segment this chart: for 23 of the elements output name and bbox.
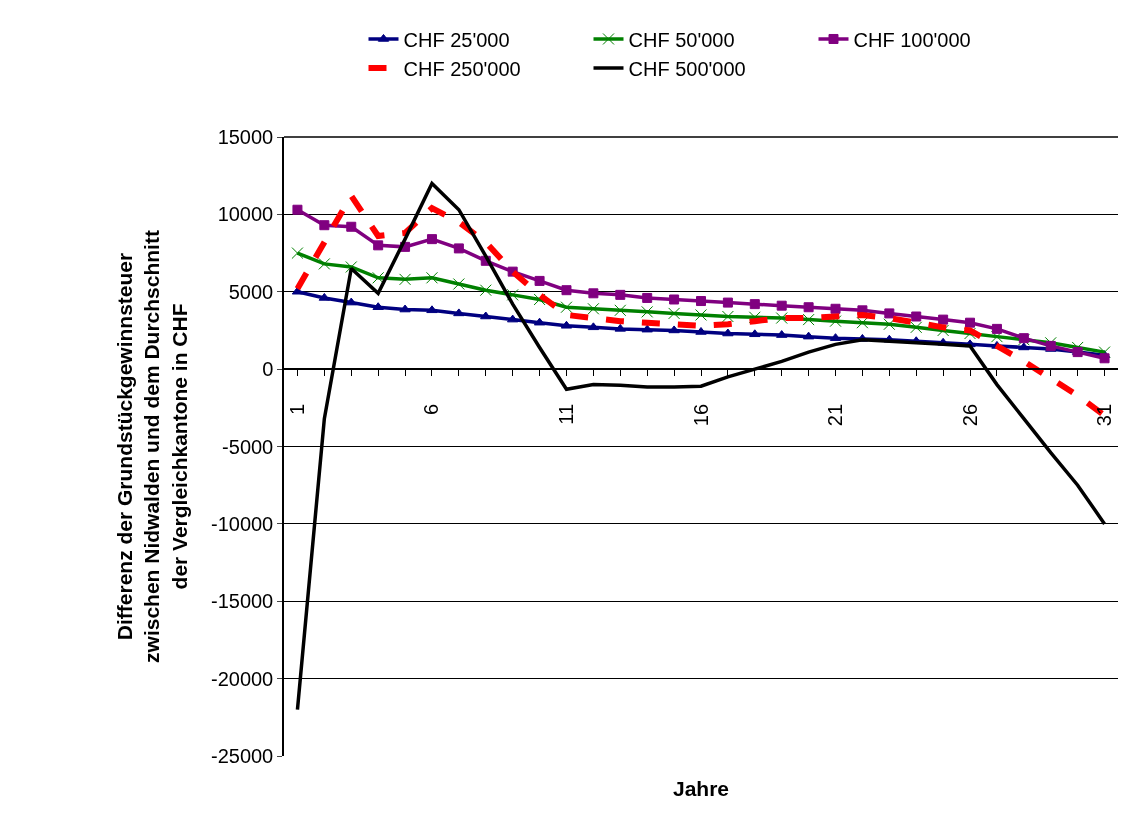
- x-tick-label: 11: [554, 403, 577, 425]
- x-tick-label: 16: [689, 403, 712, 427]
- y-tick-label: 15000: [217, 126, 274, 148]
- legend-label: CHF 500'000: [628, 57, 746, 80]
- legend-label: CHF 25'000: [403, 28, 510, 51]
- x-axis-title: Jahre: [673, 777, 730, 800]
- y-tick-label: 10000: [217, 203, 274, 226]
- legend-label: CHF 250'000: [403, 57, 521, 80]
- x-tick-label: 21: [824, 403, 847, 427]
- y-tick-label: -20000: [210, 667, 274, 690]
- y-tick-label: -15000: [210, 590, 274, 613]
- y-tick-label: -25000: [210, 745, 274, 767]
- x-tick-label: 1: [285, 403, 308, 415]
- x-tick-label: 6: [420, 403, 443, 415]
- y-tick-label: -10000: [210, 512, 274, 535]
- legend-label: CHF 50'000: [628, 28, 735, 51]
- legend-label: CHF 100'000: [853, 28, 971, 51]
- y-tick-label: -5000: [222, 435, 274, 458]
- y-axis-title: Differenz der Grundstückgewinnsteuer zwischen Nidwalden und dem Durchschnitt der Vergleichkantone in CHF: [113, 230, 191, 663]
- x-tick-label: 26: [958, 403, 981, 427]
- y-tick-label: 5000: [228, 280, 274, 303]
- x-tick-label: 31: [1093, 403, 1116, 427]
- y-tick-label: 0: [262, 358, 274, 381]
